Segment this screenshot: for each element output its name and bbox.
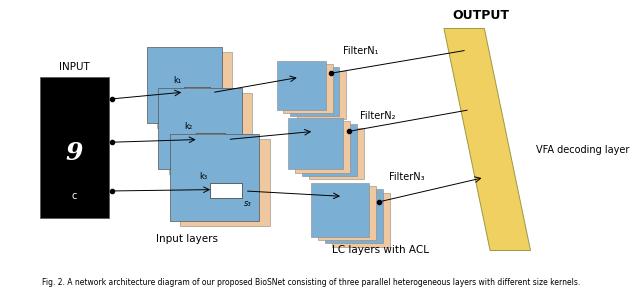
FancyBboxPatch shape (332, 193, 390, 247)
Text: FilterN₁: FilterN₁ (343, 46, 378, 57)
FancyBboxPatch shape (157, 52, 232, 128)
Text: s₃: s₃ (244, 199, 252, 208)
Text: k₁: k₁ (173, 76, 181, 85)
FancyBboxPatch shape (284, 64, 333, 113)
FancyBboxPatch shape (318, 186, 376, 240)
Text: 9: 9 (66, 141, 83, 165)
Text: c: c (72, 191, 77, 201)
FancyBboxPatch shape (325, 189, 383, 243)
Polygon shape (444, 28, 531, 251)
FancyBboxPatch shape (291, 67, 339, 116)
Text: OUTPUT: OUTPUT (452, 9, 509, 22)
FancyBboxPatch shape (147, 47, 221, 123)
FancyBboxPatch shape (276, 61, 326, 110)
Text: k₂: k₂ (185, 122, 193, 131)
FancyBboxPatch shape (170, 134, 259, 221)
FancyBboxPatch shape (309, 128, 364, 179)
FancyBboxPatch shape (298, 71, 346, 119)
Text: FilterN₃: FilterN₃ (389, 172, 425, 183)
FancyBboxPatch shape (184, 87, 210, 99)
FancyBboxPatch shape (295, 121, 350, 172)
FancyBboxPatch shape (311, 183, 369, 237)
FancyBboxPatch shape (158, 88, 242, 169)
Text: INPUT: INPUT (59, 62, 90, 72)
FancyBboxPatch shape (210, 183, 242, 198)
Text: k₃: k₃ (199, 172, 207, 181)
FancyBboxPatch shape (40, 77, 109, 218)
FancyBboxPatch shape (288, 118, 343, 169)
Text: VFA decoding layer: VFA decoding layer (536, 145, 630, 155)
FancyBboxPatch shape (168, 93, 252, 174)
FancyBboxPatch shape (180, 139, 269, 226)
Text: s₁: s₁ (212, 100, 220, 109)
Text: Fig. 2. A network architecture diagram of our proposed BioSNet consisting of thr: Fig. 2. A network architecture diagram o… (42, 278, 580, 287)
Text: s₂: s₂ (227, 148, 234, 157)
FancyBboxPatch shape (196, 133, 225, 146)
Text: LC layers with ACL: LC layers with ACL (332, 245, 429, 255)
Text: FilterN₂: FilterN₂ (360, 111, 396, 121)
Text: Input layers: Input layers (156, 234, 218, 244)
FancyBboxPatch shape (302, 124, 356, 176)
